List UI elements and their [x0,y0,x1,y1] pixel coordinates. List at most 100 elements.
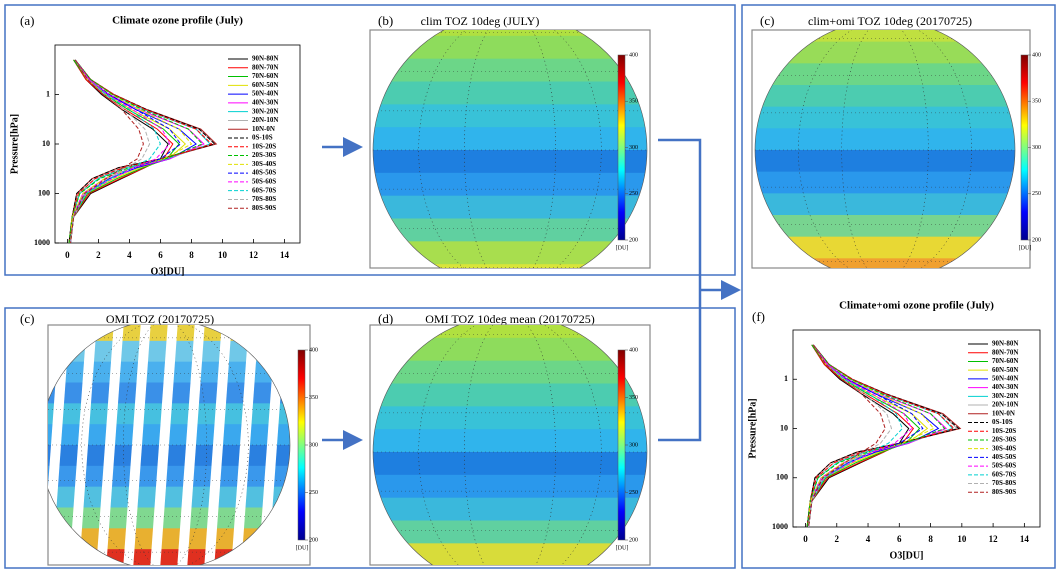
legend-label: 30N-20N [992,392,1018,400]
y-tick-label: 1 [784,374,788,383]
profile-line [807,345,945,527]
colorbar-tick-label: 300 [629,442,638,448]
colorbar-tick-label: 350 [629,99,638,105]
legend-label: 0S-10S [992,418,1013,426]
legend-label: 70N-60N [252,72,278,80]
profile-line [807,345,959,527]
profile-line [71,60,161,243]
colorbar-tick-label: 300 [629,145,638,151]
legend-label: 10N-0N [252,125,275,133]
map-band [373,127,647,150]
profile-line [71,60,150,243]
figure: (a)Climate ozone profile (July)024681012… [0,0,1059,569]
legend-label: 40S-50S [992,453,1016,461]
map-title: OMI TOZ 10deg mean (20170725) [425,312,595,326]
legend-label: 70S-80S [992,479,1016,487]
legend-label: 60S-70S [992,470,1016,478]
legend-label: 40N-30N [252,98,278,106]
map-title: clim TOZ 10deg (JULY) [421,14,540,28]
x-tick-label: 12 [249,250,259,260]
map-panel: (b)clim TOZ 10deg (JULY)200250300350400[… [370,13,650,288]
panel-label: (f) [752,309,765,324]
legend-label: 80N-70N [992,348,1018,356]
series-group [69,60,216,243]
x-tick-label: 0 [803,534,808,544]
colorbar-tick-label: 400 [629,52,638,58]
legend-label: 50N-40N [252,90,278,98]
y-tick-label: 1000 [772,522,788,531]
map-panel: (d)OMI TOZ 10deg mean (20170725)20025030… [370,311,650,569]
colorbar-label: [DU] [296,545,309,551]
map-band [373,475,647,498]
map-band [755,63,1015,85]
colorbar-label: [DU] [616,245,629,251]
panel-label: (c) [20,311,34,326]
profile-line [807,345,957,527]
x-tick-label: 4 [866,534,871,544]
profile-line [809,345,892,527]
map-band [373,498,647,521]
colorbar-tick-label: 200 [309,537,318,543]
x-tick-label: 14 [280,250,290,260]
map-band [373,173,647,196]
map-clip-group [373,13,647,288]
panel-label: (a) [20,13,34,28]
profile-line [809,345,912,527]
legend-label: 70N-60N [992,357,1018,365]
colorbar-tick-label: 400 [629,347,638,353]
x-tick-label: 14 [1020,534,1030,544]
profile-line [809,345,920,527]
colorbar-tick-label: 300 [309,442,318,448]
profile-line [809,345,903,527]
map-title: OMI TOZ (20170725) [106,312,214,326]
legend-label: 80N-70N [252,63,278,71]
legend-label: 30N-20N [252,107,278,115]
legend-label: 20S-30S [992,436,1016,444]
colorbar-tick-label: 200 [629,237,638,243]
colorbar-tick-label: 200 [1032,237,1041,243]
profile-line [69,60,215,243]
x-tick-label: 12 [989,534,999,544]
profile-line [809,345,886,527]
colorbar [298,350,305,540]
profile-chart: (a)Climate ozone profile (July)024681012… [9,13,300,277]
map-band [373,429,647,452]
legend-label: 30S-40S [252,160,276,168]
x-axis-label: O3[DU] [890,550,924,561]
map-band [373,150,647,173]
x-tick-label: 0 [65,250,70,260]
x-tick-label: 10 [218,250,228,260]
map-band [755,172,1015,194]
colorbar-tick-label: 300 [1032,145,1041,151]
colorbar-tick-label: 250 [1032,191,1041,197]
legend-label: 80S-90S [992,488,1016,496]
y-tick-label: 10 [42,139,50,148]
x-tick-label: 8 [189,250,194,260]
panel-label: (d) [378,311,393,326]
colorbar [1021,55,1028,240]
map-band [755,128,1015,150]
legend-label: 90N-80N [252,55,278,63]
legend-label: 20N-10N [252,116,278,124]
panel-label: (c) [760,13,774,28]
legend-label: 10N-0N [992,409,1015,417]
profile-line [69,60,215,243]
map-band [373,384,647,407]
legend-label: 60S-70S [252,186,276,194]
colorbar [618,55,625,240]
x-tick-label: 2 [96,250,101,260]
y-tick-label: 10 [780,423,788,432]
map-clip-group [755,20,1015,281]
map-band [373,59,647,82]
legend-label: 90N-80N [992,340,1018,348]
legend-label: 60N-50N [992,366,1018,374]
x-tick-label: 8 [928,534,933,544]
colorbar [618,350,625,540]
legend-label: 50N-40N [992,374,1018,382]
legend-label: 20S-30S [252,151,276,159]
colorbar-label: [DU] [616,545,629,551]
legend-label: 0S-10S [252,134,273,142]
map-band [373,521,647,544]
y-axis-label: Pressure[hPa] [747,398,758,458]
